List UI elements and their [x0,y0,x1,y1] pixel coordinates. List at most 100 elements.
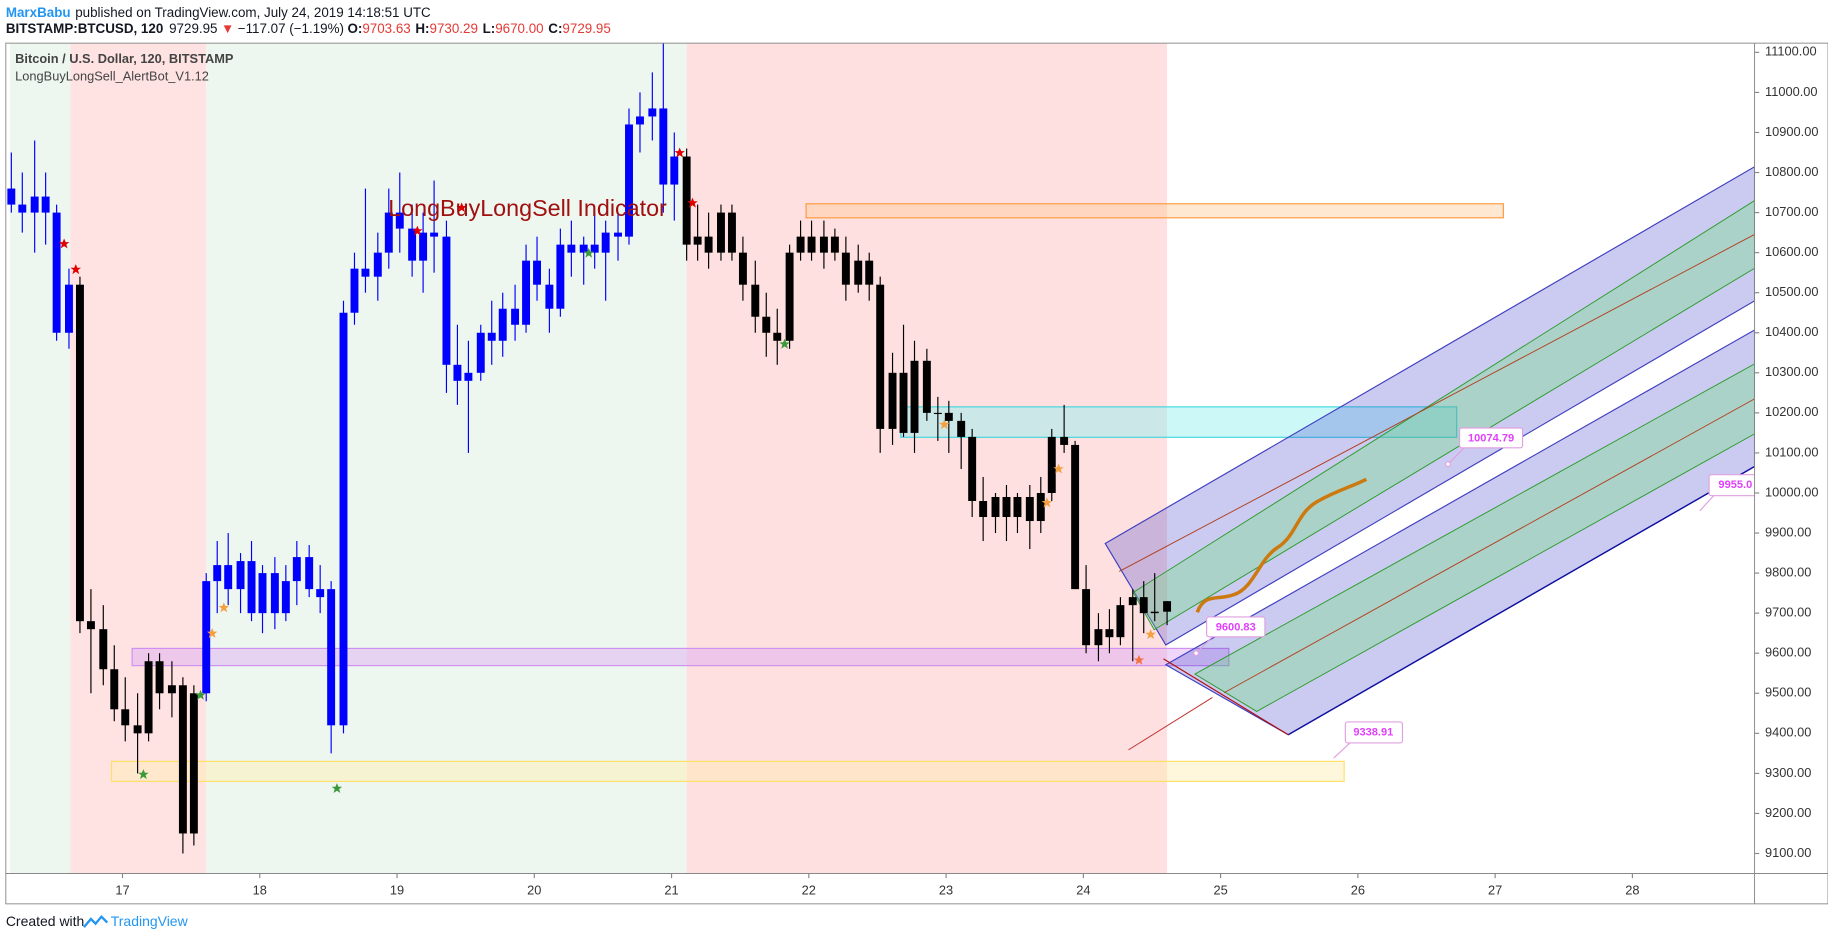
candle-body [121,709,130,726]
candle-body [899,372,908,433]
candle-body [224,565,233,590]
ohlc-label: C: [548,21,562,36]
lower-median [1223,398,1755,694]
candle-body [408,228,417,261]
candle-body [292,557,301,582]
candle-body [807,236,816,253]
symbol: BITSTAMP:BTCUSD, 120 [6,21,163,36]
candle-body [888,372,897,429]
axis-labels: 9100.00 9200.00 9300.00 9400.00 9500.00 9600.… [115,44,1818,898]
x-tick-label: 21 [664,882,678,897]
candle-body [796,236,805,253]
price-axis [1754,43,1828,904]
level-band [110,760,1345,782]
candle-body [556,244,565,309]
label-pointer [1195,636,1213,654]
ohlc-label: O: [347,21,362,36]
brand-logo [83,914,109,928]
candle-body [1002,496,1011,518]
candle-body [865,260,874,285]
pitch-handle [1163,658,1289,736]
candle-body [991,496,1000,518]
candle-body [1150,611,1159,614]
zone [9,43,71,874]
candle-body [487,332,496,341]
candle-body [247,561,256,614]
y-tick-label: 10400.00 [1765,324,1818,339]
candle-body [717,212,725,253]
candle-body [944,412,953,421]
label-text: 9338.91 [1353,726,1393,738]
candle-body [419,232,428,261]
ohlc-value: 9729.95 [562,21,610,36]
level-band [805,203,1504,219]
candle-body [395,212,404,229]
y-tick-label: 11100.00 [1765,44,1817,59]
upper-channel-core [1132,200,1755,631]
candle-body [155,661,164,694]
candle-body [464,372,473,381]
candle-body [625,124,633,237]
x-tick-label: 25 [1213,882,1227,897]
label-pointer [1447,447,1465,465]
x-tick-label: 26 [1351,882,1365,897]
candles [7,43,1172,854]
price-label: 10074.79 [1445,427,1524,468]
candle-body [1128,597,1137,606]
candle-body [567,244,576,253]
indicator-label: LongBuyLongSell Indicator [388,195,667,221]
candle-body [384,212,393,253]
candle-body [727,212,736,253]
label-text: 10074.79 [1468,432,1514,444]
x-tick-label: 20 [527,882,541,897]
projection-curve [1195,477,1368,613]
y-tick-label: 10900.00 [1765,124,1818,139]
y-tick-label: 11000.00 [1765,84,1817,99]
y-tick-label: 10700.00 [1765,204,1818,219]
symbol-line: BITSTAMP:BTCUSD, 120 9729.95 ▼ −117.07 (−1.… [6,21,611,36]
candle-body [738,252,747,285]
y-tick-label: 9300.00 [1765,765,1811,780]
candle-body [751,284,760,317]
label-text: 9955.0 [1718,479,1752,491]
x-tick-label: 22 [802,882,816,897]
zone [686,43,1168,874]
candle-body [830,236,839,253]
candle-body [1082,589,1091,646]
change: −117.07 (−1.19%) [238,21,344,36]
candle-body [144,661,153,734]
candle-body [533,260,541,285]
candle-body [270,573,279,614]
candle-body [933,412,942,415]
candle-body [910,360,919,433]
y-tick-label: 10500.00 [1765,284,1818,299]
ohlc-label: H: [415,21,429,36]
y-tick-label: 9800.00 [1765,564,1811,579]
candle-body [258,573,267,614]
published: published on TradingView.com, July 24, 2… [75,4,431,19]
label-pointer [1333,742,1351,759]
candle-body [1060,436,1069,445]
footer-brand[interactable]: TradingView [111,913,189,929]
candle-body [968,436,977,501]
label-box [1459,427,1524,449]
candle-body [361,268,370,277]
label-box [1344,721,1404,744]
candle-body [682,156,691,245]
candle-body [86,621,95,630]
candle-body [41,196,50,213]
candle-body [670,156,679,185]
candle-body [1071,444,1080,590]
label-anchor [1193,650,1200,657]
y-tick-label: 9900.00 [1765,524,1811,539]
y-tick-label: 10200.00 [1765,404,1818,419]
candle-body [704,236,713,253]
candle-body [819,236,828,253]
candle-body [522,260,531,325]
y-tick-label: 9400.00 [1765,725,1811,740]
x-tick-label: 19 [390,882,404,897]
candle-body [876,284,885,429]
author[interactable]: MarxBabu [6,4,71,19]
